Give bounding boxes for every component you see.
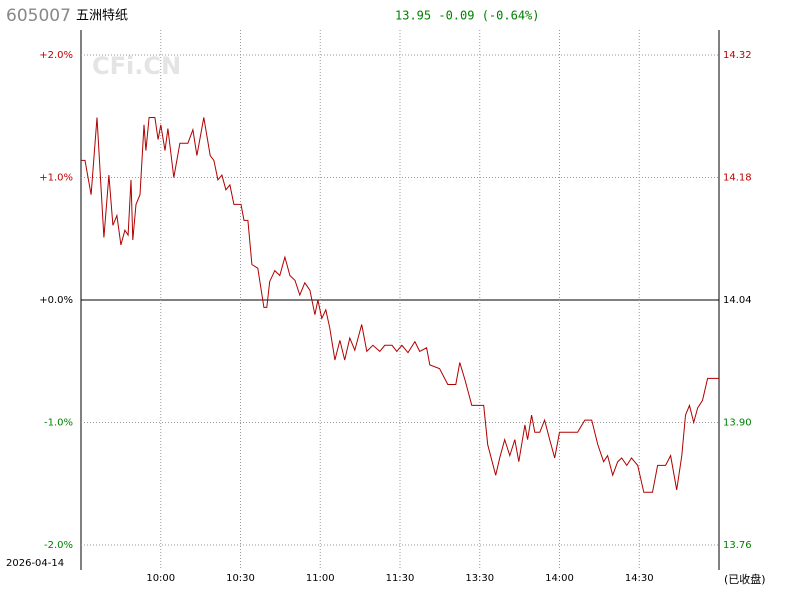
y-tick-label: -2.0% bbox=[44, 540, 73, 551]
x-tick-label: 14:00 bbox=[545, 573, 574, 584]
status: (已收盘) bbox=[724, 572, 766, 586]
x-tick-label: 11:00 bbox=[306, 573, 335, 584]
stock-code: 605007 bbox=[6, 6, 71, 26]
x-tick-label: 13:30 bbox=[465, 573, 494, 584]
x-tick-label: 10:00 bbox=[146, 573, 175, 584]
x-tick-label: 14:30 bbox=[625, 573, 654, 584]
y2-tick-label: 14.32 bbox=[723, 50, 752, 61]
y-tick-label: +0.0% bbox=[39, 295, 73, 306]
y-tick-label: +2.0% bbox=[39, 50, 73, 61]
y2-tick-label: 13.90 bbox=[723, 418, 752, 429]
price-line bbox=[81, 117, 719, 493]
y2-tick-label: 13.76 bbox=[723, 540, 752, 551]
x-tick-label: 11:30 bbox=[386, 573, 415, 584]
watermark: CFi.CN bbox=[92, 52, 181, 80]
date: 2026-04-14 bbox=[6, 558, 64, 569]
x-tick-label: 10:30 bbox=[226, 573, 255, 584]
y-tick-label: +1.0% bbox=[39, 173, 73, 184]
stock-name: 五洲特纸 bbox=[76, 9, 128, 24]
y-tick-label: -1.0% bbox=[44, 418, 73, 429]
y2-tick-label: 14.18 bbox=[723, 173, 752, 184]
y2-tick-label: 14.04 bbox=[723, 295, 752, 306]
quote: 13.95 -0.09 (-0.64%) bbox=[395, 9, 540, 23]
